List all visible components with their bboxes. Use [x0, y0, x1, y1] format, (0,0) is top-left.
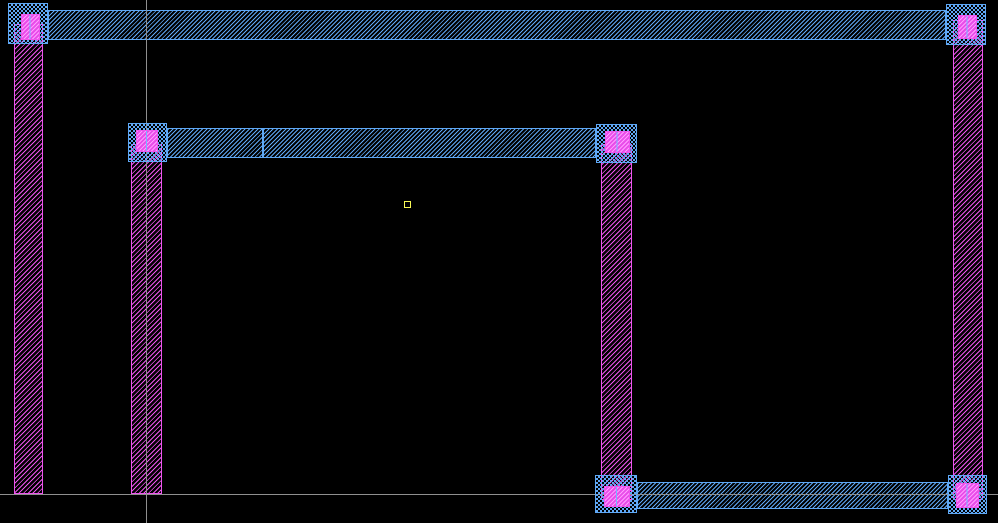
via-top-right-via-center: [958, 15, 977, 39]
via-top-left-via-center: [21, 14, 40, 40]
via-mid-left-via-center: [136, 130, 158, 152]
metal2-wire-inner-right-column[interactable]: [601, 144, 632, 500]
box-tool-cursor: [404, 201, 411, 208]
crosshair-vertical-line: [146, 0, 147, 523]
metal2-wire-right-column[interactable]: [953, 20, 983, 500]
via-bottom-right-via-center: [956, 483, 979, 508]
via-bottom-middle-via-center: [604, 486, 630, 507]
via-mid-right-via-center: [605, 131, 630, 153]
metal1-wire-top-rail[interactable]: [48, 10, 946, 40]
metal1-wire-mid-rail-left-seg[interactable]: [167, 128, 263, 158]
crosshair-horizontal-line: [0, 494, 998, 495]
metal2-wire-left-column[interactable]: [14, 24, 43, 494]
metal1-wire-bottom-rail[interactable]: [637, 482, 948, 509]
metal1-wire-mid-rail-right-seg[interactable]: [263, 128, 596, 158]
